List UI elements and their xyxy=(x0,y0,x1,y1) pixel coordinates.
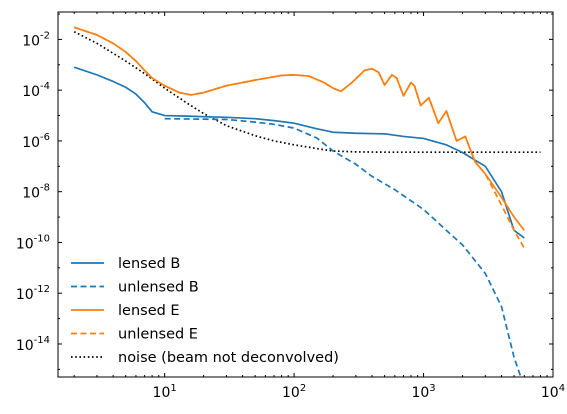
axis-ticks: 101 102 103 104 10-2 10-4 10-6 10-8 10-10 10-12 10… xyxy=(16,12,565,401)
x-tick-label: 101 xyxy=(153,383,177,401)
x-tick-label: 104 xyxy=(541,383,565,401)
legend-label: lensed E xyxy=(118,303,180,319)
legend-label: unlensed B xyxy=(118,280,199,296)
series-line-noise-beam-not-deconvolved- xyxy=(73,30,541,154)
series-lines xyxy=(73,26,541,377)
y-tick-label: 10-4 xyxy=(22,81,50,100)
legend: lensed B unlensed B lensed E unlensed E nois… xyxy=(71,256,339,366)
x-tick-label: 103 xyxy=(411,383,435,401)
x-tick-label: 102 xyxy=(282,383,306,401)
y-tick-label: 10-10 xyxy=(16,233,50,252)
series-line-unlensed-b xyxy=(164,117,522,377)
plot-frame xyxy=(57,11,554,378)
legend-label: noise (beam not deconvolved) xyxy=(118,350,339,366)
y-tick-label: 10-8 xyxy=(22,183,50,202)
legend-label: unlensed E xyxy=(118,327,198,343)
y-tick-label: 10-6 xyxy=(22,132,50,151)
y-tick-label: 10-12 xyxy=(16,284,50,303)
plot-area xyxy=(58,12,553,377)
y-tick-label: 10-2 xyxy=(22,30,50,49)
series-line-unlensed-e xyxy=(73,26,526,249)
y-tick-label: 10-14 xyxy=(16,335,50,354)
series-line-lensed-b xyxy=(73,66,525,239)
legend-label: lensed B xyxy=(118,256,180,272)
